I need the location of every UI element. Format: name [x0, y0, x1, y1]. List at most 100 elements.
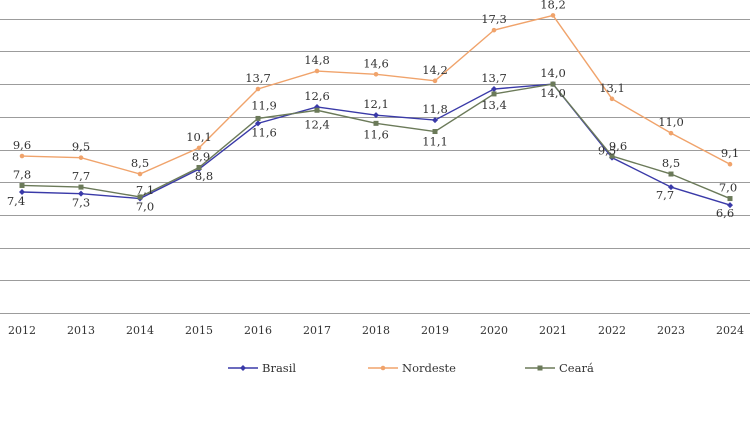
- data-label-cear: 7,0: [719, 181, 737, 195]
- data-label-nordeste: 13,7: [245, 71, 271, 85]
- x-axis: 2012 2013 2014 2015 2016 2017 2018 2019 2020 2021…: [8, 324, 744, 337]
- data-label-cear: 11,9: [251, 98, 277, 112]
- point-nordeste-2015: [196, 145, 202, 151]
- point-cear-2023: [668, 171, 674, 177]
- data-label-brasil: 11,6: [251, 125, 277, 139]
- point-cear-2017: [314, 107, 320, 113]
- legend: Brasil Nordeste Ceará: [228, 361, 594, 375]
- point-cear-2024: [727, 196, 733, 202]
- point-cear-2019: [432, 129, 438, 135]
- point-brasil-2016: [255, 120, 261, 127]
- x-tick-label: 2015: [185, 324, 213, 337]
- data-label-brasil: 13,7: [481, 71, 507, 85]
- data-label-nordeste: 9,6: [13, 138, 31, 152]
- legend-marker-brasil: [240, 365, 246, 371]
- data-label-nordeste: 9,5: [72, 140, 90, 154]
- point-brasil-2013: [78, 190, 84, 197]
- point-brasil-2024: [727, 202, 733, 209]
- x-tick-label: 2014: [126, 324, 154, 337]
- data-label-nordeste: 14,2: [422, 63, 448, 77]
- x-tick-label: 2023: [657, 324, 685, 337]
- x-tick-label: 2013: [67, 324, 95, 337]
- legend-label-cear: Ceará: [559, 361, 594, 375]
- data-label-brasil: 12,1: [363, 97, 389, 111]
- x-tick-label: 2024: [716, 324, 744, 337]
- legend-item-brasil[interactable]: Brasil: [228, 361, 296, 375]
- legend-label-nordeste: Nordeste: [402, 361, 456, 375]
- point-cear-2014: [137, 194, 143, 200]
- point-nordeste-2018: [373, 71, 379, 77]
- data-label-cear: 8,9: [192, 149, 210, 163]
- point-nordeste-2017: [314, 68, 320, 74]
- point-brasil-2020: [491, 86, 497, 93]
- x-tick-label: 2019: [421, 324, 449, 337]
- legend-item-nordeste[interactable]: Nordeste: [368, 361, 456, 375]
- data-label-nordeste: 8,5: [131, 156, 149, 170]
- data-label-cear: 7,1: [136, 183, 154, 197]
- x-tick-label: 2016: [244, 324, 272, 337]
- data-label-nordeste: 13,1: [599, 81, 625, 95]
- data-label-nordeste: 17,3: [481, 12, 507, 26]
- data-label-brasil: 7,0: [136, 200, 154, 214]
- data-label-cear: 8,5: [662, 156, 680, 170]
- data-label-nordeste: 9,1: [721, 146, 739, 160]
- data-label-brasil: 8,8: [195, 169, 213, 183]
- data-label-cear: 14,0: [540, 66, 566, 80]
- data-label-cear: 9,6: [609, 139, 627, 153]
- point-cear-2016: [255, 115, 261, 121]
- series-group: [19, 13, 733, 209]
- data-label-nordeste: 11,0: [658, 115, 684, 129]
- data-label-nordeste: 14,6: [363, 56, 389, 70]
- point-nordeste-2016: [255, 86, 261, 92]
- point-nordeste-2013: [78, 155, 84, 160]
- data-label-brasil: 6,6: [716, 206, 734, 220]
- point-cear-2020: [491, 91, 497, 97]
- data-label-cear: 7,8: [13, 167, 31, 181]
- data-label-brasil: 7,7: [656, 188, 674, 202]
- point-nordeste-2024: [727, 161, 733, 167]
- x-tick-label: 2022: [598, 324, 626, 337]
- point-cear-2021: [550, 81, 556, 87]
- x-tick-label: 2021: [539, 324, 567, 337]
- point-nordeste-2023: [668, 130, 674, 136]
- point-cear-2012: [19, 182, 25, 188]
- point-nordeste-2012: [19, 153, 25, 159]
- point-cear-2018: [373, 120, 379, 126]
- data-label-nordeste: 10,1: [186, 130, 212, 144]
- point-nordeste-2019: [432, 78, 438, 84]
- data-label-cear: 12,4: [304, 117, 330, 131]
- point-brasil-2012: [19, 189, 25, 196]
- data-label-nordeste: 18,2: [540, 0, 566, 11]
- point-cear-2022: [609, 153, 615, 159]
- data-label-nordeste: 14,8: [304, 53, 330, 67]
- data-label-cear: 7,7: [72, 169, 90, 183]
- legend-item-cear[interactable]: Ceará: [525, 361, 594, 375]
- data-label-brasil: 9,5: [598, 144, 616, 158]
- point-nordeste-2021: [550, 13, 556, 18]
- x-tick-label: 2020: [480, 324, 508, 337]
- point-nordeste-2014: [137, 171, 143, 177]
- point-brasil-2023: [668, 184, 674, 191]
- x-tick-label: 2018: [362, 324, 390, 337]
- data-label-brasil: 11,8: [422, 102, 448, 116]
- legend-label-brasil: Brasil: [262, 361, 296, 375]
- point-nordeste-2020: [491, 27, 497, 33]
- point-brasil-2019: [432, 117, 438, 124]
- data-label-cear: 13,4: [481, 98, 507, 112]
- data-label-cear: 11,1: [422, 135, 448, 149]
- x-tick-label: 2017: [303, 324, 331, 337]
- point-brasil-2018: [373, 112, 379, 119]
- point-cear-2013: [78, 184, 84, 190]
- data-label-brasil: 7,3: [72, 196, 90, 210]
- point-nordeste-2022: [609, 96, 615, 102]
- legend-marker-nordeste: [380, 365, 386, 371]
- data-label-cear: 11,6: [363, 127, 389, 141]
- data-label-brasil: 14,0: [540, 86, 566, 100]
- legend-marker-cear: [537, 365, 543, 371]
- x-tick-label: 2012: [8, 324, 36, 337]
- data-label-brasil: 7,4: [7, 194, 25, 208]
- data-label-brasil: 12,6: [304, 89, 330, 103]
- data-labels: 7,4 7,3 7,0 8,8 11,6 12,6 12,1 11,8 13,7 14,0 9,5 7…: [7, 0, 739, 220]
- point-cear-2015: [196, 164, 202, 170]
